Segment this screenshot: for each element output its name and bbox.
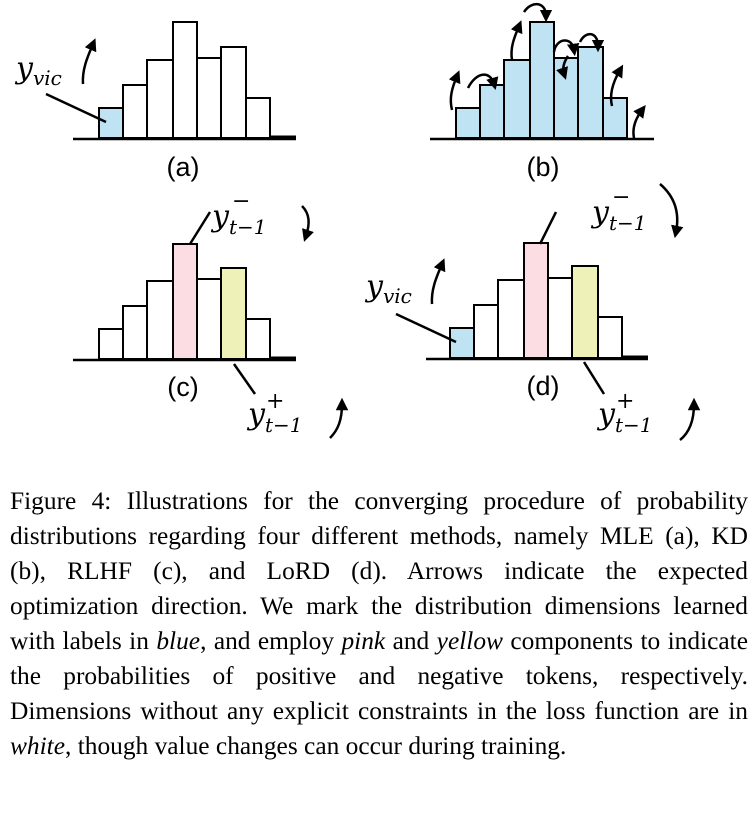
curved-arrow-icon: [466, 73, 499, 91]
down-arrow-icon: [556, 55, 570, 80]
svg-text:yvic: yvic: [14, 51, 62, 90]
curved-arrow-icon: [552, 39, 580, 57]
up-arrow-icon: [430, 258, 446, 305]
histogram-a: [73, 21, 296, 141]
svg-text:yt−1: yt−1: [590, 195, 646, 235]
bar-a-6: [220, 46, 247, 139]
y-neg-sub: t−1: [609, 211, 647, 235]
y-pos-sup: +: [266, 389, 284, 414]
y-vic-sub: vic: [383, 284, 412, 308]
figure-caption: Figure 4: Illustrations for the convergi…: [10, 484, 748, 764]
y-pos-sub: t−1: [265, 413, 303, 437]
bar-a-5: [196, 57, 222, 139]
bar-b-5: [553, 57, 579, 139]
bar-d-5: [547, 277, 573, 359]
bar-b-7: [602, 97, 628, 139]
panel-b: (b): [430, 3, 654, 182]
bar-d-4: [523, 242, 549, 359]
svg-text:yvic: yvic: [364, 269, 412, 308]
up-arrow-icon: [81, 38, 97, 85]
down-arrow-icon: [301, 205, 314, 242]
caption-emph-yellow: yellow: [436, 627, 503, 655]
bar-c-6: [220, 267, 247, 360]
y-pos-sub: t−1: [615, 413, 653, 437]
arrows-b: [448, 3, 646, 139]
panel-c: (c) yt−1 − yt−1 +: [73, 189, 349, 439]
annotation-y-pos-d: yt−1 +: [582, 361, 701, 441]
up-arrow-icon: [632, 104, 646, 139]
y-neg-base: y: [590, 195, 610, 230]
panel-label-c: (c): [167, 372, 198, 402]
annotation-y-vic-a: yvic: [14, 38, 107, 124]
caption-text-1: Figure 4: Illustrations for the convergi…: [10, 487, 748, 655]
bar-d-7: [597, 316, 623, 359]
panel-a: (a) yvic: [14, 21, 296, 182]
up-arrow-icon: [329, 397, 349, 439]
y-pos-base: y: [246, 397, 266, 432]
annotation-y-neg-c: yt−1 −: [188, 189, 314, 245]
up-arrow-icon: [609, 64, 624, 107]
caption-text-3: and: [385, 627, 437, 655]
caption-emph-blue: blue: [156, 627, 201, 655]
up-arrow-icon: [448, 70, 461, 111]
caption-emph-white: white: [10, 732, 66, 760]
y-vic-base: y: [14, 51, 34, 86]
down-arrow-icon: [659, 183, 684, 239]
svg-text:yt−1: yt−1: [596, 397, 652, 437]
panel-label-b: (b): [527, 152, 560, 182]
panel-label-a: (a): [167, 152, 200, 182]
y-neg-sup: −: [232, 189, 250, 214]
bar-a-3: [146, 59, 174, 139]
bar-b-3: [503, 59, 531, 139]
bar-c-5: [196, 278, 222, 360]
bar-b-1: [455, 107, 481, 139]
bar-a-7: [245, 97, 271, 139]
histogram-d: [426, 242, 648, 361]
y-neg-sup: −: [612, 185, 630, 210]
y-vic-sub: vic: [33, 66, 62, 90]
y-pos-base: y: [596, 397, 616, 432]
bar-c-2: [122, 305, 148, 360]
up-arrow-icon: [510, 20, 523, 61]
caption-text-2: , and employ: [200, 627, 342, 655]
curved-arrow-icon: [578, 33, 605, 53]
bar-c-4: [172, 243, 198, 360]
caption-text-4: components to indicate the probabilities…: [10, 627, 748, 725]
figure-4-illustration: (a) yvic (b): [14, 3, 701, 441]
bar-b-4: [529, 21, 555, 139]
bar-c-7: [245, 318, 271, 360]
annotation-y-neg-d: yt−1 −: [538, 183, 684, 245]
bar-b-2: [479, 84, 505, 139]
bar-a-2: [122, 84, 148, 139]
caption-emph-pink: pink: [341, 627, 386, 655]
bar-b-6: [577, 46, 604, 139]
histogram-b: [430, 21, 654, 141]
bar-a-1: [98, 107, 124, 139]
svg-text:yt−1: yt−1: [246, 397, 302, 437]
curved-arrow-icon: [522, 3, 553, 23]
y-pos-sup: +: [616, 389, 634, 414]
bar-d-1: [449, 327, 475, 359]
annotation-y-pos-c: yt−1 +: [232, 363, 349, 439]
bar-d-2: [473, 304, 499, 359]
bar-c-1: [98, 328, 124, 360]
y-neg-base: y: [210, 199, 230, 234]
panel-d: (d) yvic yt−1 − yt−1 +: [364, 183, 701, 441]
bar-d-3: [497, 279, 525, 359]
caption-text-5: , though value changes can occur during …: [65, 732, 567, 760]
y-neg-sub: t−1: [229, 215, 267, 239]
bar-d-6: [571, 265, 599, 359]
svg-text:yt−1: yt−1: [210, 199, 266, 239]
bar-c-3: [146, 280, 174, 360]
histogram-c: [73, 243, 296, 362]
y-vic-base: y: [364, 269, 384, 304]
annotation-y-vic-d: yvic: [364, 258, 457, 344]
up-arrow-icon: [679, 397, 701, 441]
panel-label-d: (d): [527, 371, 560, 401]
bar-a-4: [172, 21, 198, 139]
